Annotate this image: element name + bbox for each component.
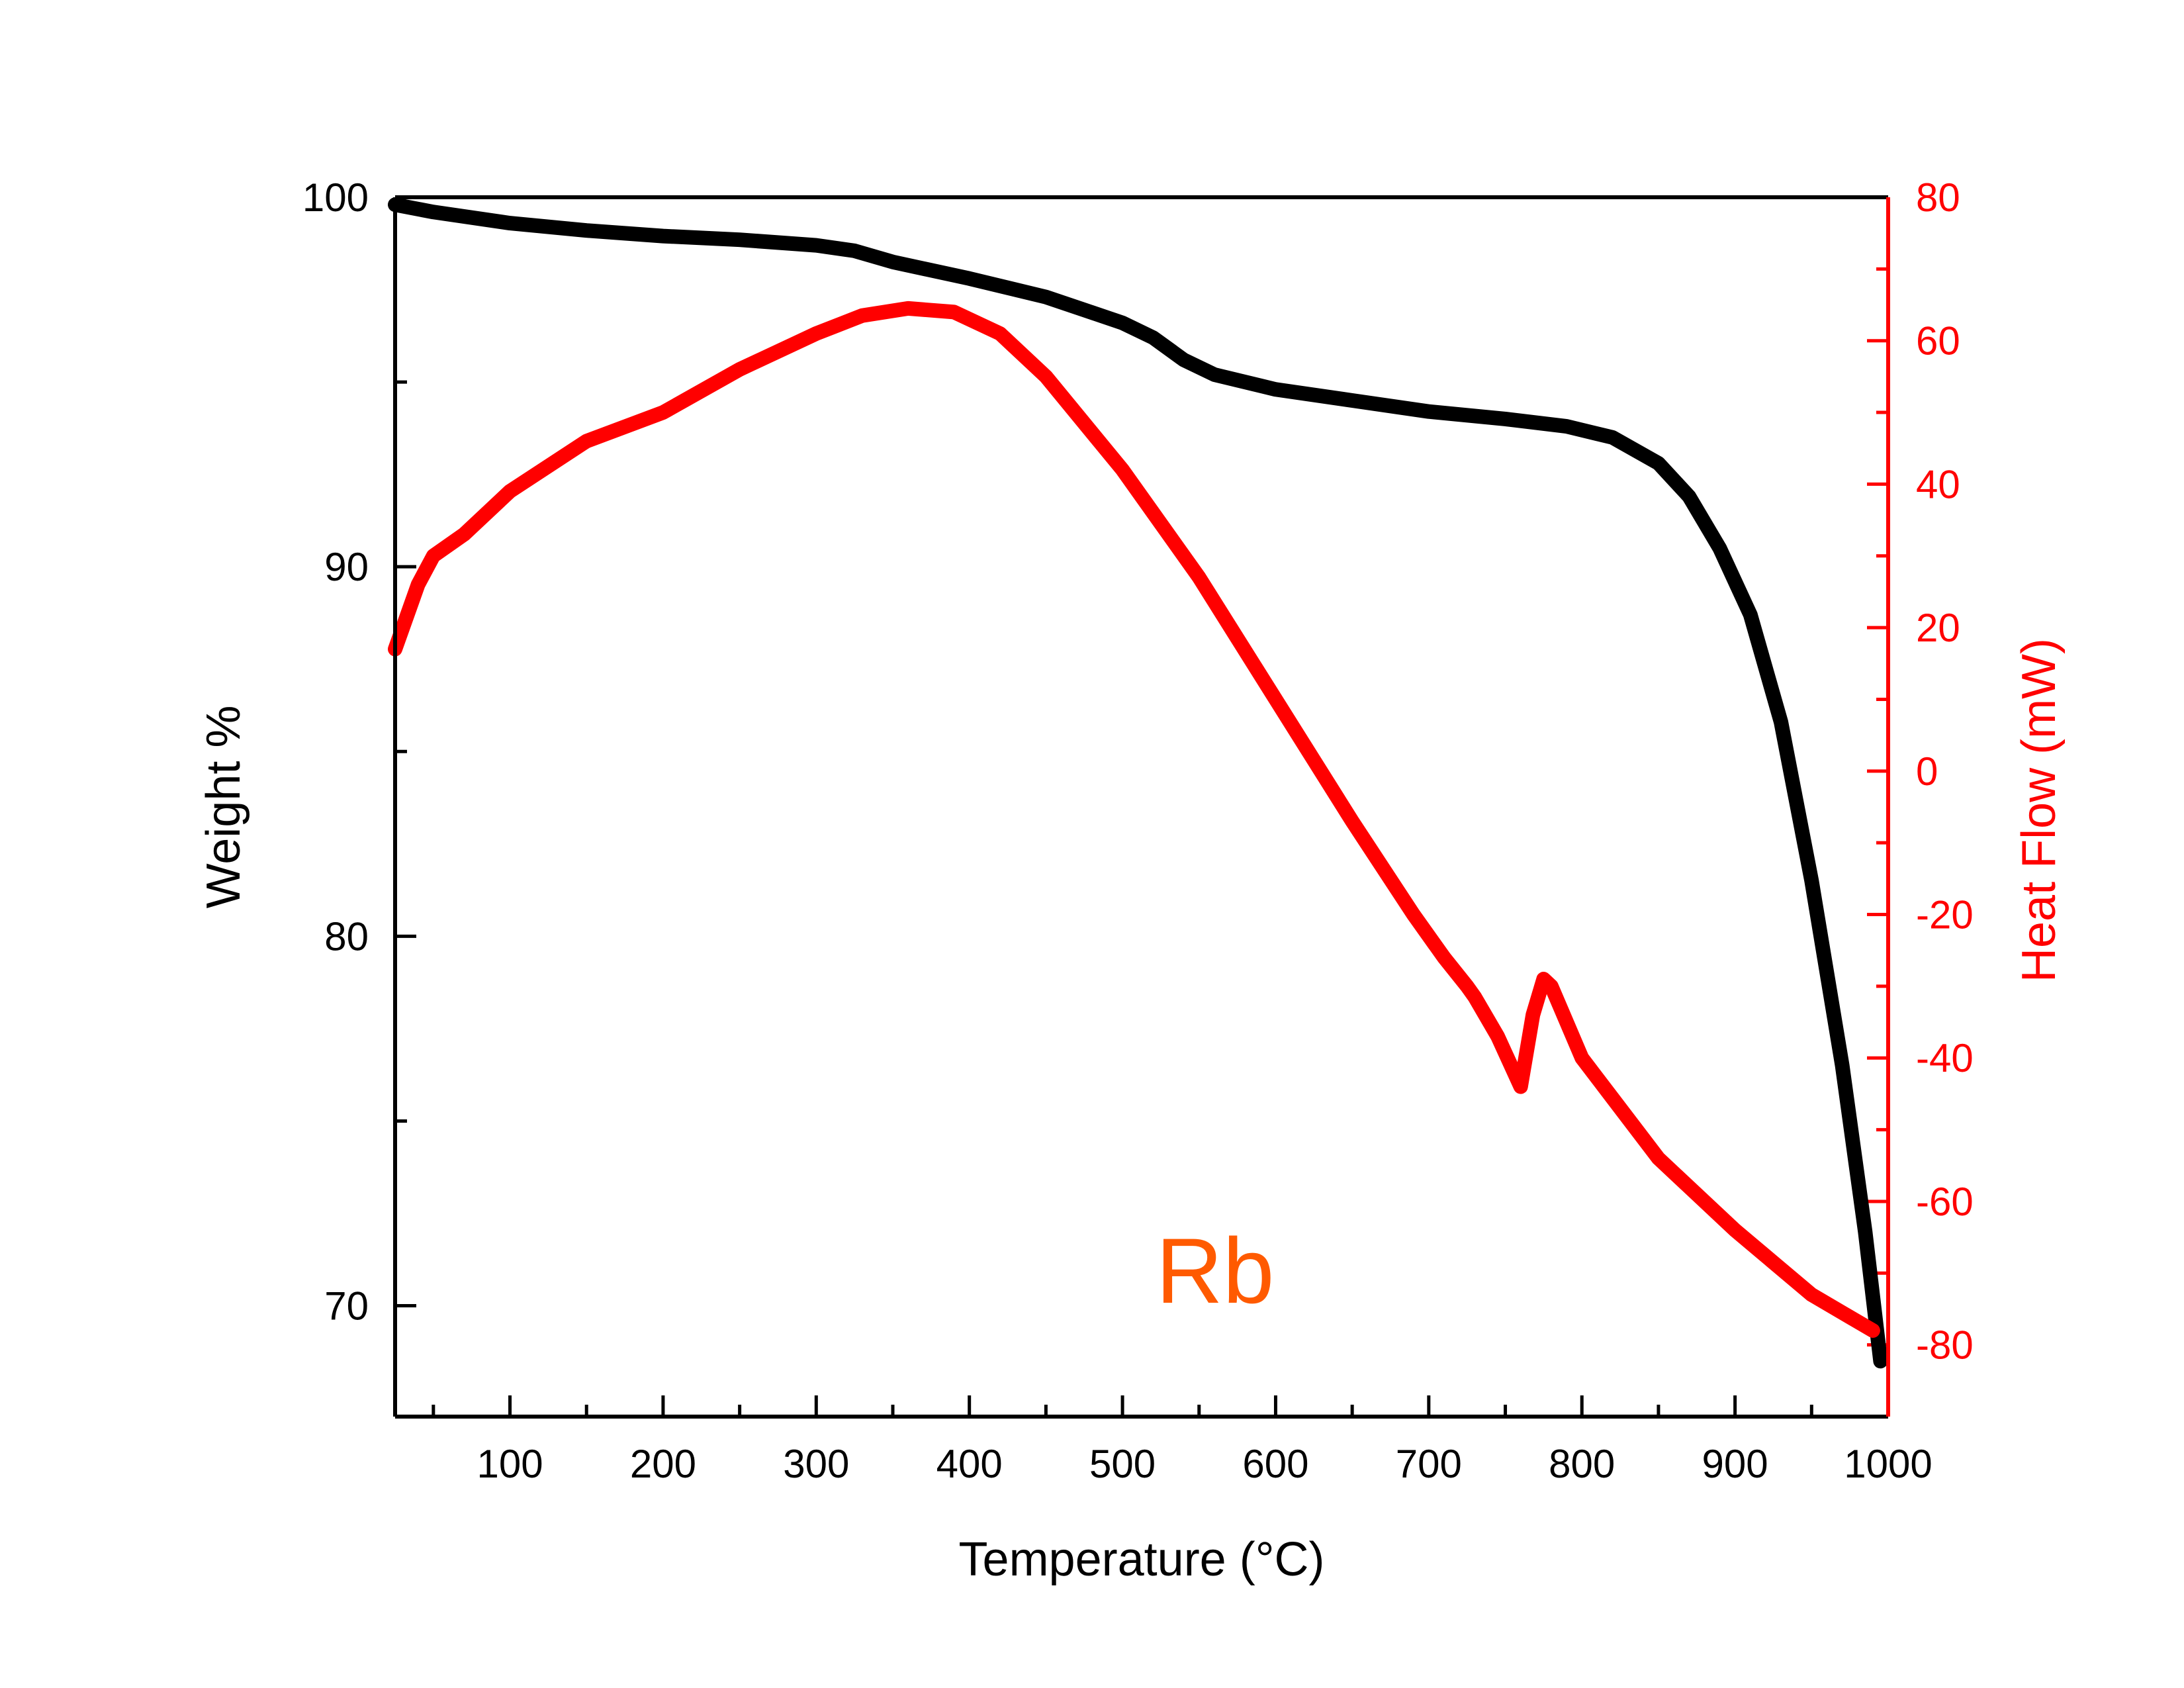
x-tick-label: 400 <box>936 1442 1003 1486</box>
x-tick-label: 600 <box>1242 1442 1308 1486</box>
x-tick-label: 500 <box>1089 1442 1156 1486</box>
heat-flow-axis-ticks: -80 -60 -40 -20 0 20 40 60 80 <box>1867 175 1974 1419</box>
weight-tick-label: 70 <box>324 1284 369 1329</box>
x-tick-label: 1000 <box>1844 1442 1932 1486</box>
x-tick-label: 300 <box>783 1442 849 1486</box>
plot-frame <box>393 195 1890 1419</box>
weight-tick-label: 80 <box>324 914 369 959</box>
plot-lines <box>388 197 1888 1369</box>
heat-flow-tick-label: 0 <box>1916 749 1938 794</box>
heat-flow-tick-label: 60 <box>1916 319 1960 363</box>
heat-flow-line <box>388 301 1880 1338</box>
sample-annotation: Rb <box>1156 1219 1275 1323</box>
x-tick-label: 100 <box>477 1442 543 1486</box>
heat-flow-tick-label: -80 <box>1916 1323 1974 1368</box>
x-tick-label: 900 <box>1702 1442 1768 1486</box>
x-axis-ticks: 100 200 300 400 500 600 700 800 900 1000 <box>432 1395 1933 1486</box>
weight-axis-ticks: 70 80 90 100 <box>302 175 416 1329</box>
x-tick-label: 800 <box>1549 1442 1615 1486</box>
heat-flow-axis-title: Heat Flow (mW) <box>2013 638 2066 982</box>
x-tick-label: 700 <box>1396 1442 1462 1486</box>
heat-flow-tick-label: -60 <box>1916 1180 1974 1224</box>
weight-axis-title: Weight % <box>197 706 250 909</box>
heat-flow-tick-label: -20 <box>1916 893 1974 937</box>
heat-flow-tick-label: 20 <box>1916 606 1960 650</box>
heat-flow-tick-label: -40 <box>1916 1036 1974 1080</box>
weight-tick-label: 90 <box>324 545 369 589</box>
heat-flow-tick-label: 80 <box>1916 175 1960 220</box>
weight-tick-label: 100 <box>302 175 369 220</box>
x-tick-label: 200 <box>630 1442 696 1486</box>
x-axis-title: Temperature (°C) <box>959 1533 1325 1586</box>
heat-flow-tick-label: 40 <box>1916 462 1960 506</box>
weight-line <box>388 197 1888 1369</box>
